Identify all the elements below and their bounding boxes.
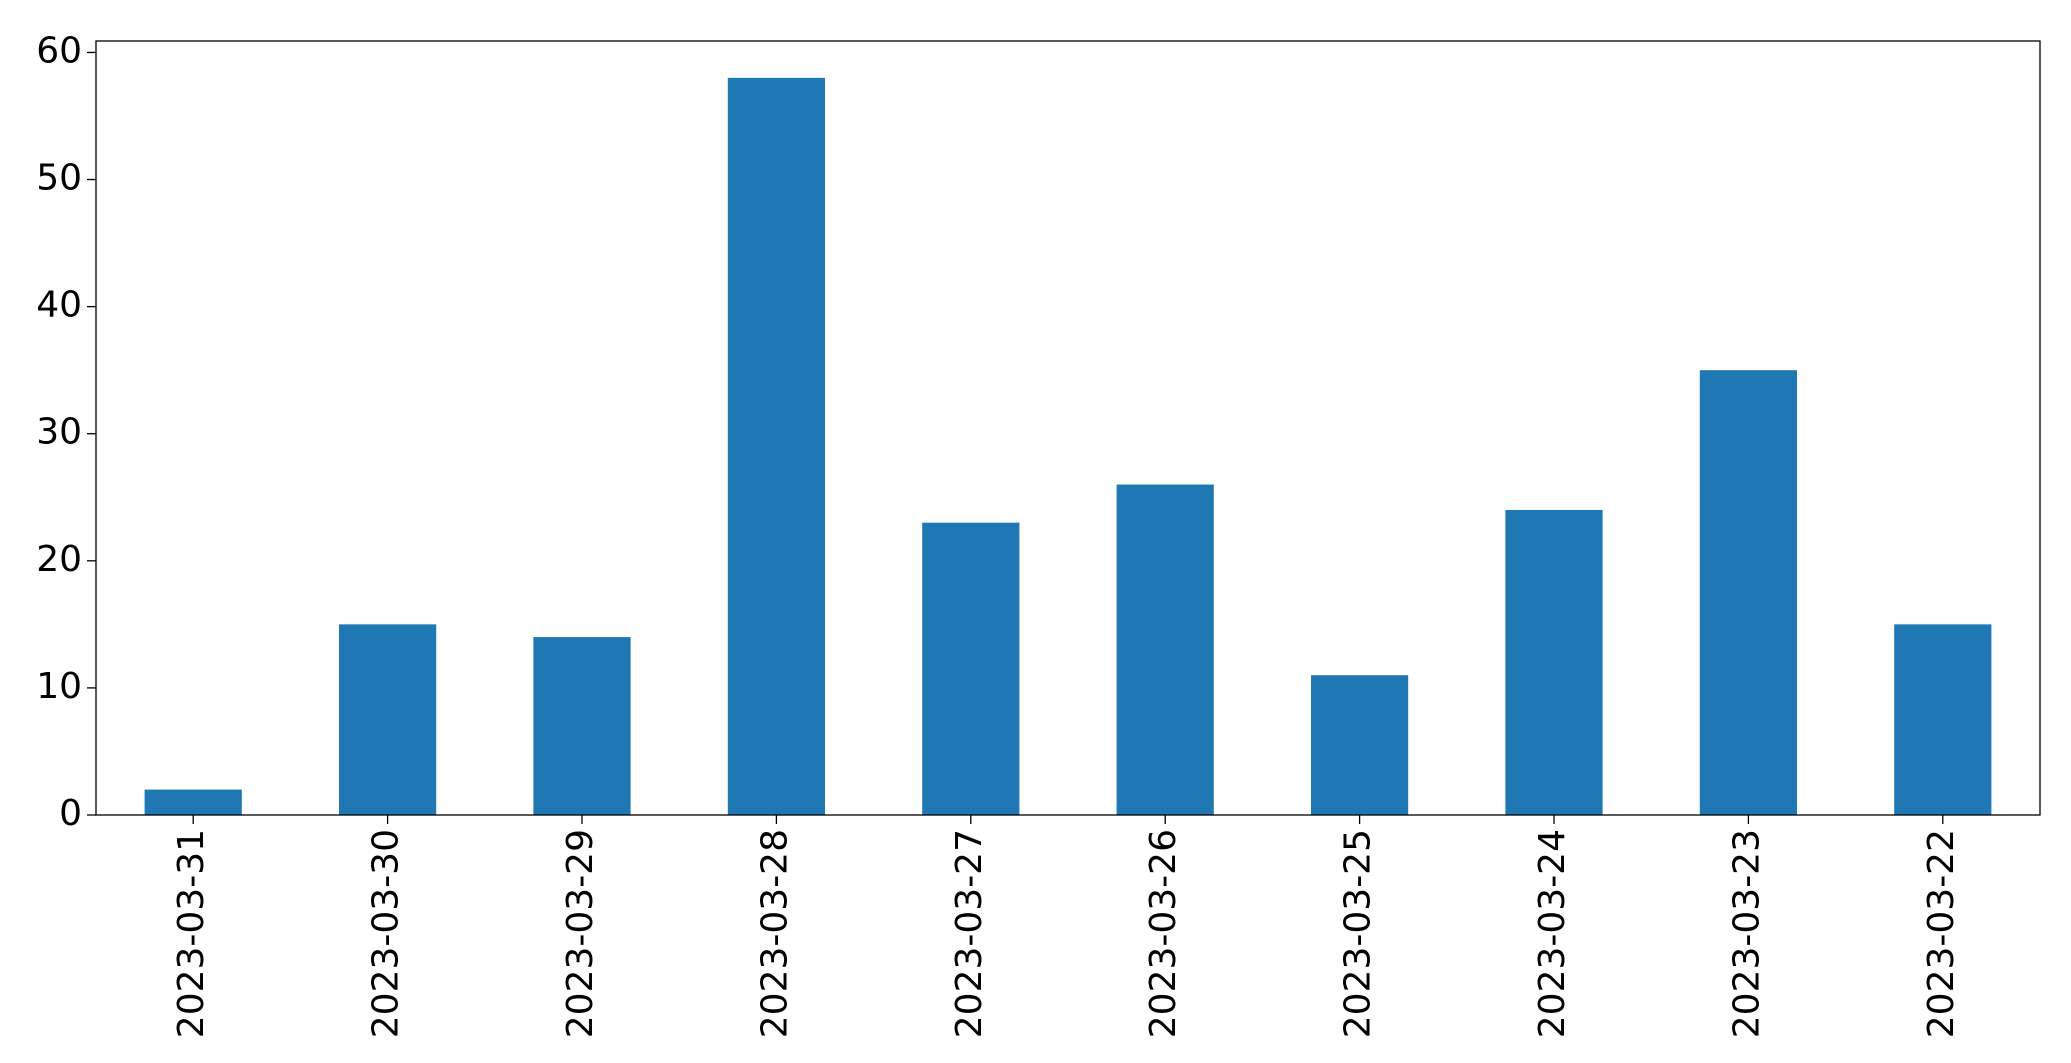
plot-frame <box>95 40 2041 816</box>
bar <box>922 522 1020 815</box>
x-tick-label: 2023-03-27 <box>949 829 990 1038</box>
bar <box>727 77 825 816</box>
x-tick-label: 2023-03-25 <box>1338 829 1379 1038</box>
bar <box>1699 370 1797 815</box>
bar <box>339 624 437 815</box>
bar <box>144 789 242 815</box>
x-tick-label: 2023-03-24 <box>1532 829 1573 1038</box>
x-tick-label: 2023-03-31 <box>171 829 212 1038</box>
y-tick-label: 20 <box>36 539 82 580</box>
y-tick-label: 60 <box>36 30 82 71</box>
x-tick-label: 2023-03-28 <box>754 829 795 1038</box>
x-tick-label: 2023-03-22 <box>1921 829 1962 1038</box>
x-tick-label: 2023-03-23 <box>1726 829 1767 1038</box>
x-tick-label: 2023-03-30 <box>366 829 407 1038</box>
bar <box>533 637 631 815</box>
y-tick-label: 0 <box>59 793 82 834</box>
y-tick-label: 50 <box>36 158 82 199</box>
bar <box>1311 675 1409 815</box>
y-tick-label: 30 <box>36 412 82 453</box>
x-tick-label: 2023-03-26 <box>1143 829 1184 1038</box>
y-tick-label: 40 <box>36 285 82 326</box>
y-tick-label: 10 <box>36 666 82 707</box>
bar <box>1505 509 1603 815</box>
bar <box>1116 484 1214 815</box>
x-tick-label: 2023-03-29 <box>560 829 601 1038</box>
bar <box>1894 624 1992 815</box>
